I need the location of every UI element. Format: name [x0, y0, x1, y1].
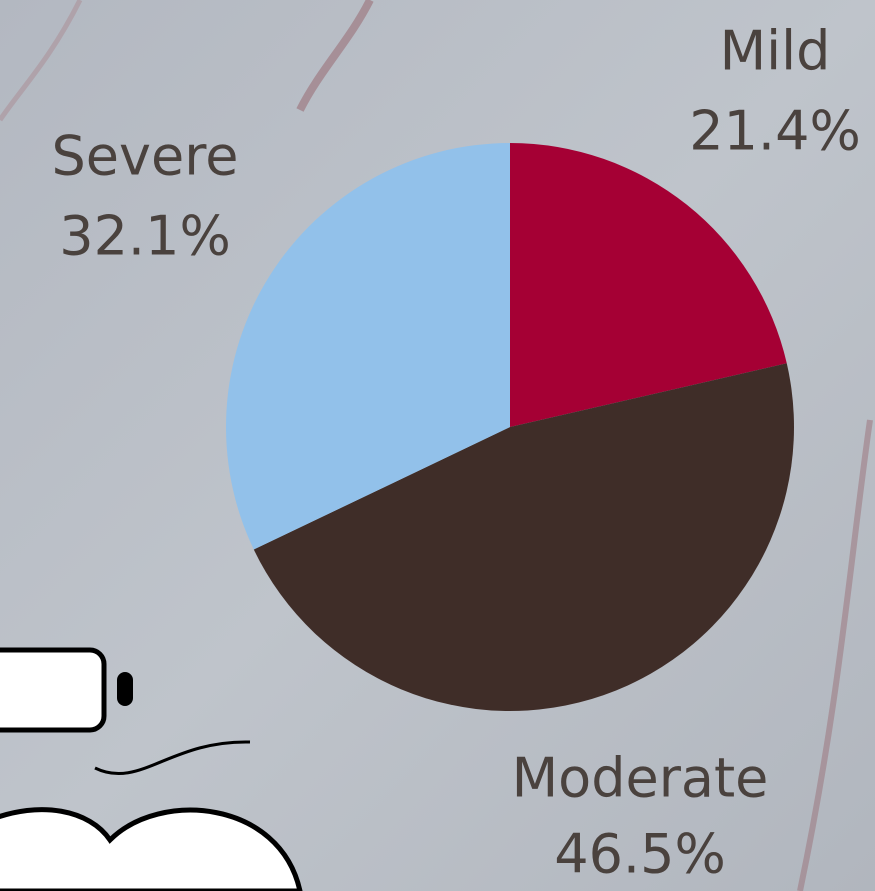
battery-icon	[0, 650, 104, 730]
page: {"chart_data": {"type": "pie", "categori…	[0, 0, 875, 891]
slice-value-label: 46.5%	[554, 823, 726, 886]
chart: Mild 21.4% Moderate 46.5% Severe 32.1%	[0, 0, 875, 891]
slice-value-label: 21.4%	[689, 100, 861, 163]
slice-value-label: 32.1%	[59, 205, 231, 268]
slice-category-label: Moderate	[512, 747, 769, 810]
slice-category-label: Mild	[720, 20, 831, 83]
battery-tip	[117, 672, 133, 706]
slice-category-label: Severe	[52, 125, 239, 188]
pie	[226, 143, 794, 711]
